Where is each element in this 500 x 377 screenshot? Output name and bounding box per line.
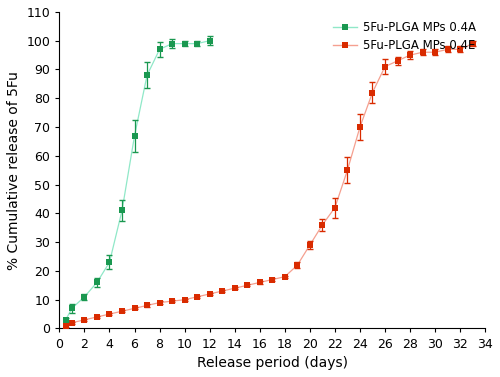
Y-axis label: % Cumulative release of 5Fu: % Cumulative release of 5Fu: [7, 71, 21, 270]
Legend: 5Fu-PLGA MPs 0.4A, 5Fu-PLGA MPs 0.4E: 5Fu-PLGA MPs 0.4A, 5Fu-PLGA MPs 0.4E: [330, 18, 480, 56]
X-axis label: Release period (days): Release period (days): [197, 356, 348, 370]
